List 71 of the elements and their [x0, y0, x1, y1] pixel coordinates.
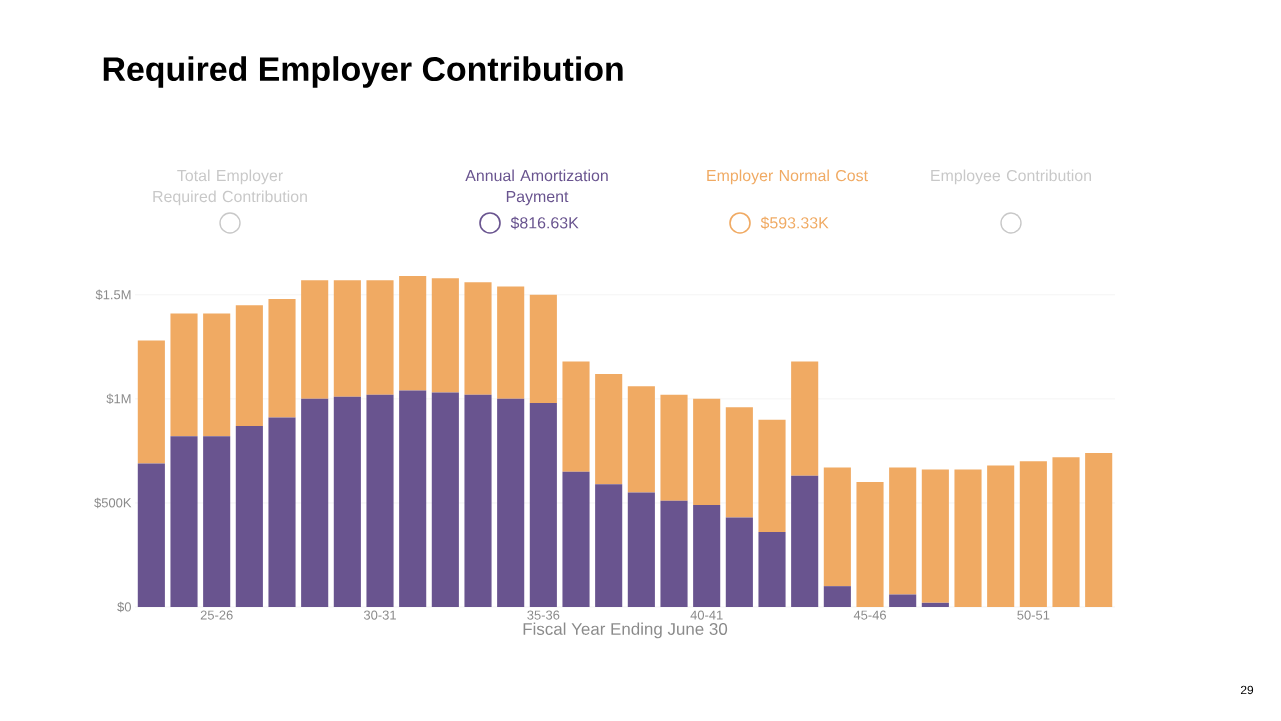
bar: [301, 398, 329, 607]
bar: [137, 463, 165, 607]
bar: [889, 467, 917, 595]
bar: [170, 313, 198, 437]
y-tick-label: $0: [117, 601, 131, 613]
bar: [823, 586, 851, 607]
bar: [333, 396, 361, 607]
text: Annual Amortization Payment: [465, 169, 608, 206]
bar: [268, 417, 296, 607]
bar: [987, 465, 1015, 607]
bar: [464, 282, 492, 395]
bar: [203, 313, 231, 437]
bar: [595, 373, 623, 485]
bar: [921, 602, 949, 607]
bar: [137, 340, 165, 464]
bar: [529, 403, 557, 607]
bar: [595, 484, 623, 607]
bar: [431, 278, 459, 393]
bar: [366, 394, 394, 607]
bar: [268, 298, 296, 418]
bar: [725, 517, 753, 607]
bar: [1052, 457, 1080, 607]
bar: [464, 394, 492, 607]
bar: [170, 436, 198, 607]
y-tick-label: $1M: [106, 393, 131, 405]
x-tick-label: 25-26: [200, 610, 233, 620]
bar: [235, 425, 263, 607]
bar: [758, 532, 786, 607]
bar: [562, 361, 590, 472]
bar: [660, 500, 688, 607]
chart-title: Required Employer Contribution: [103, 56, 623, 88]
x-tick-label: 40-41: [690, 610, 723, 620]
bar: [791, 475, 819, 607]
x-tick-label: 35-36: [527, 610, 560, 620]
bar: [497, 286, 525, 399]
bar: [399, 276, 427, 391]
bar: [203, 436, 231, 607]
bar: [562, 471, 590, 607]
bar: [758, 419, 786, 533]
bar: [823, 467, 851, 587]
bar: [660, 394, 688, 501]
bar: [235, 305, 263, 426]
bar: [954, 469, 982, 607]
bar: [333, 280, 361, 397]
bar: [1019, 461, 1047, 607]
text: $816.63K: [510, 216, 579, 230]
bar: [693, 398, 721, 505]
y-tick-label: $1.5M: [95, 289, 131, 301]
bar: [921, 469, 949, 603]
bar: [399, 390, 427, 607]
bar: [497, 398, 525, 607]
bar: [1085, 452, 1113, 607]
bar: [856, 482, 884, 607]
text: $593.33K: [760, 216, 829, 230]
x-axis-title: Fiscal Year Ending June 30: [523, 622, 728, 639]
bar: [366, 280, 394, 395]
x-tick-label: 45-46: [853, 610, 887, 620]
text: Employer Normal Cost: [707, 169, 868, 185]
bar: [529, 294, 557, 404]
x-tick-label: 50-51: [1017, 610, 1050, 620]
bar: [627, 492, 655, 607]
bar: [791, 361, 819, 476]
text: 29: [1240, 685, 1254, 695]
bar: [889, 594, 917, 607]
bar: [431, 392, 459, 607]
y-tick-label: $500K: [94, 497, 132, 509]
x-tick-label: 30-31: [363, 610, 396, 620]
bar: [627, 386, 655, 493]
bar: [693, 505, 721, 607]
bar: [725, 407, 753, 518]
bar: [301, 280, 329, 399]
